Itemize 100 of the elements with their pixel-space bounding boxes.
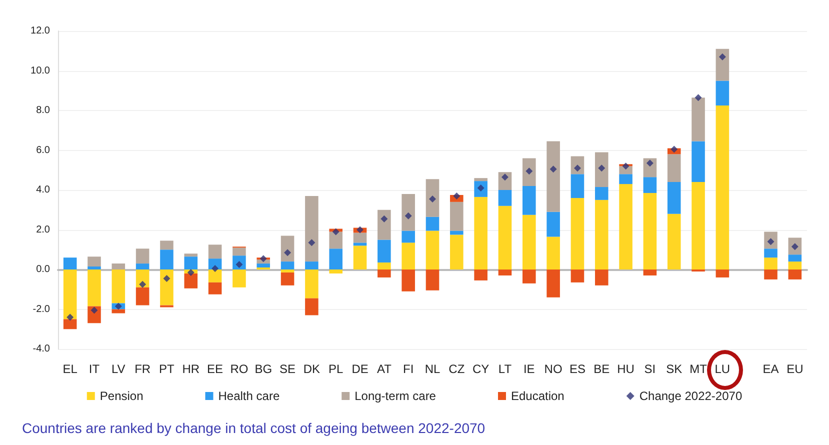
x-tick-label: EA — [762, 362, 779, 376]
x-tick-label: PL — [328, 362, 344, 376]
legend-label: Pension — [100, 389, 144, 403]
legend-label: Change 2022-2070 — [639, 389, 742, 403]
bar — [643, 270, 657, 276]
bar — [667, 182, 681, 214]
x-tick-label: IT — [88, 362, 100, 376]
y-tick-label: 2.0 — [36, 224, 50, 236]
bar — [522, 214, 536, 270]
bar — [136, 287, 150, 306]
point — [187, 268, 194, 276]
bar — [160, 240, 174, 250]
bar — [280, 270, 294, 272]
x-tick-label: NO — [544, 362, 562, 376]
x-tick-label: BE — [594, 362, 610, 376]
point — [114, 302, 122, 310]
x-tick-label: FR — [134, 362, 151, 376]
point — [622, 162, 630, 170]
x-tick-label: DE — [352, 362, 368, 376]
bar — [63, 319, 77, 330]
x-tick-label: FI — [403, 362, 414, 376]
legend-label: Health care — [218, 389, 280, 403]
bar — [88, 266, 101, 270]
bar — [788, 254, 802, 262]
bar — [692, 182, 705, 270]
bar — [570, 270, 584, 282]
bar — [112, 270, 126, 304]
bar — [788, 270, 802, 280]
bar — [280, 236, 294, 262]
x-tick-label: SE — [280, 362, 296, 376]
bar — [378, 240, 391, 263]
bar — [402, 230, 415, 243]
bar — [619, 184, 632, 270]
bar — [353, 242, 367, 246]
bar — [450, 230, 464, 235]
bar — [63, 258, 77, 270]
bar — [184, 254, 198, 257]
point — [308, 239, 316, 246]
x-tick-label: DK — [303, 362, 320, 376]
y-tick-label: 0.0 — [36, 264, 50, 275]
point — [550, 166, 557, 173]
bar — [378, 210, 391, 240]
bar — [112, 264, 126, 270]
bar — [522, 186, 536, 215]
x-tick-label: NL — [424, 362, 440, 376]
bar — [378, 262, 391, 270]
y-tick-label: 6.0 — [36, 144, 50, 156]
y-tick-label: 10.0 — [30, 65, 50, 76]
bar — [305, 262, 318, 270]
bar — [426, 230, 440, 270]
x-tick-label: ES — [569, 362, 586, 376]
bar — [764, 258, 778, 270]
bar — [402, 194, 415, 231]
bar — [329, 232, 342, 249]
point — [212, 265, 219, 272]
bar — [426, 216, 440, 231]
x-tick-label: LV — [112, 362, 126, 376]
point — [404, 212, 412, 220]
bar — [208, 270, 222, 282]
y-tick-label: 12.0 — [30, 26, 50, 36]
bar — [450, 234, 464, 270]
bar — [643, 192, 657, 270]
bar — [208, 244, 222, 259]
y-tick-label: -4.0 — [32, 344, 50, 354]
x-tick-label: SK — [666, 362, 682, 376]
x-tick-label: IE — [523, 362, 535, 376]
bar — [88, 270, 101, 306]
x-tick-label: EE — [207, 362, 224, 376]
bar — [329, 248, 342, 270]
bar — [329, 270, 342, 274]
bar — [208, 282, 222, 294]
bar — [305, 270, 318, 298]
bar — [353, 246, 367, 270]
x-tick-label: LU — [714, 362, 730, 376]
bar — [305, 298, 318, 316]
bar — [378, 270, 391, 278]
bar — [305, 196, 318, 262]
point — [260, 255, 267, 262]
bar — [522, 270, 536, 284]
bar — [498, 190, 512, 206]
bar — [474, 196, 488, 270]
bar — [570, 198, 584, 270]
bar — [522, 158, 536, 186]
legend-label: Education — [510, 389, 564, 403]
bar — [402, 242, 415, 270]
bar — [716, 48, 730, 81]
point — [670, 146, 678, 153]
bar — [643, 158, 657, 178]
bar — [643, 177, 657, 193]
bar — [232, 248, 246, 256]
bar — [63, 270, 77, 320]
point — [90, 306, 98, 314]
bar — [450, 202, 464, 231]
point — [139, 280, 146, 288]
bar — [498, 270, 512, 276]
bar — [280, 262, 294, 270]
bar — [716, 80, 730, 106]
bar — [136, 248, 150, 264]
bar — [619, 174, 632, 184]
bar — [256, 264, 270, 268]
